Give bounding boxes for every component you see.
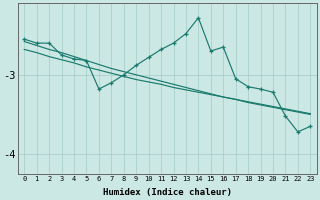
X-axis label: Humidex (Indice chaleur): Humidex (Indice chaleur) [103,188,232,197]
